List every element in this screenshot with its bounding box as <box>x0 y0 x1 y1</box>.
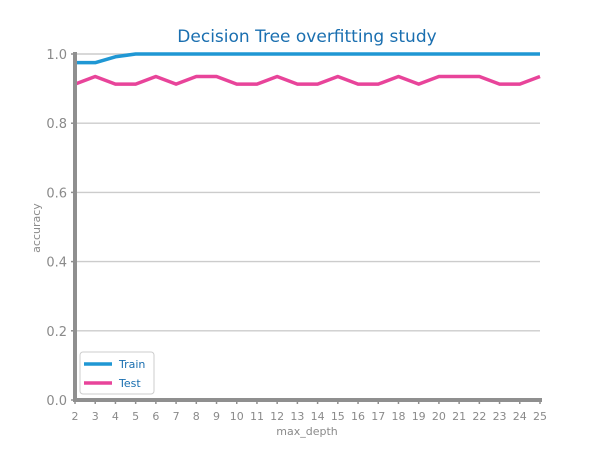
x-tick-labels: 2 3 4 5 6 7 8 9 10 11 12 13 14 15 16 17 18 19 20 21 22 23 24 25 <box>72 400 547 423</box>
x-tick-label-14: 14 <box>311 410 325 423</box>
legend-label-test: Test <box>118 377 141 390</box>
y-tick-label-5: 1.0 <box>46 48 67 63</box>
legend-label-train: Train <box>118 358 145 371</box>
x-tick-label-2: 2 <box>72 410 79 423</box>
y-tick-label-2: 0.4 <box>46 256 67 271</box>
x-tick-label-25: 25 <box>533 410 547 423</box>
x-tick-label-4: 4 <box>112 410 119 423</box>
x-tick-label-10: 10 <box>230 410 244 423</box>
x-tick-label-23: 23 <box>493 410 507 423</box>
y-tick-label-4: 0.8 <box>46 117 67 132</box>
x-tick-label-11: 11 <box>250 410 264 423</box>
axes <box>73 52 542 402</box>
legend: Train Test <box>79 351 155 395</box>
y-axis-label: accuracy <box>30 203 43 253</box>
x-tick-label-24: 24 <box>513 410 527 423</box>
x-tick-label-12: 12 <box>270 410 284 423</box>
x-tick-label-6: 6 <box>152 410 159 423</box>
x-axis-label: max_depth <box>276 425 338 438</box>
x-tick-label-13: 13 <box>290 410 304 423</box>
series-line-train <box>75 52 540 65</box>
x-tick-label-20: 20 <box>432 410 446 423</box>
x-tick-label-9: 9 <box>213 410 220 423</box>
x-tick-label-21: 21 <box>452 410 466 423</box>
series-line-test <box>74 74 541 86</box>
y-tick-label-0: 0.0 <box>46 394 67 409</box>
x-tick-label-5: 5 <box>132 410 139 423</box>
chart-title: Decision Tree overfitting study <box>177 27 436 47</box>
x-tick-label-8: 8 <box>193 410 200 423</box>
y-tick-labels: 0.0 0.2 0.4 0.6 0.8 1.0 <box>46 48 75 409</box>
x-tick-label-16: 16 <box>351 410 365 423</box>
y-tick-label-1: 0.2 <box>46 325 67 340</box>
x-tick-label-17: 17 <box>371 410 385 423</box>
x-tick-label-18: 18 <box>391 410 405 423</box>
x-tick-label-22: 22 <box>472 410 486 423</box>
y-tick-label-3: 0.6 <box>46 186 67 201</box>
series-lines <box>74 52 541 86</box>
x-tick-label-19: 19 <box>412 410 426 423</box>
x-tick-label-3: 3 <box>92 410 99 423</box>
x-tick-label-15: 15 <box>331 410 345 423</box>
grid-lines <box>75 53 540 401</box>
x-tick-label-7: 7 <box>173 410 180 423</box>
